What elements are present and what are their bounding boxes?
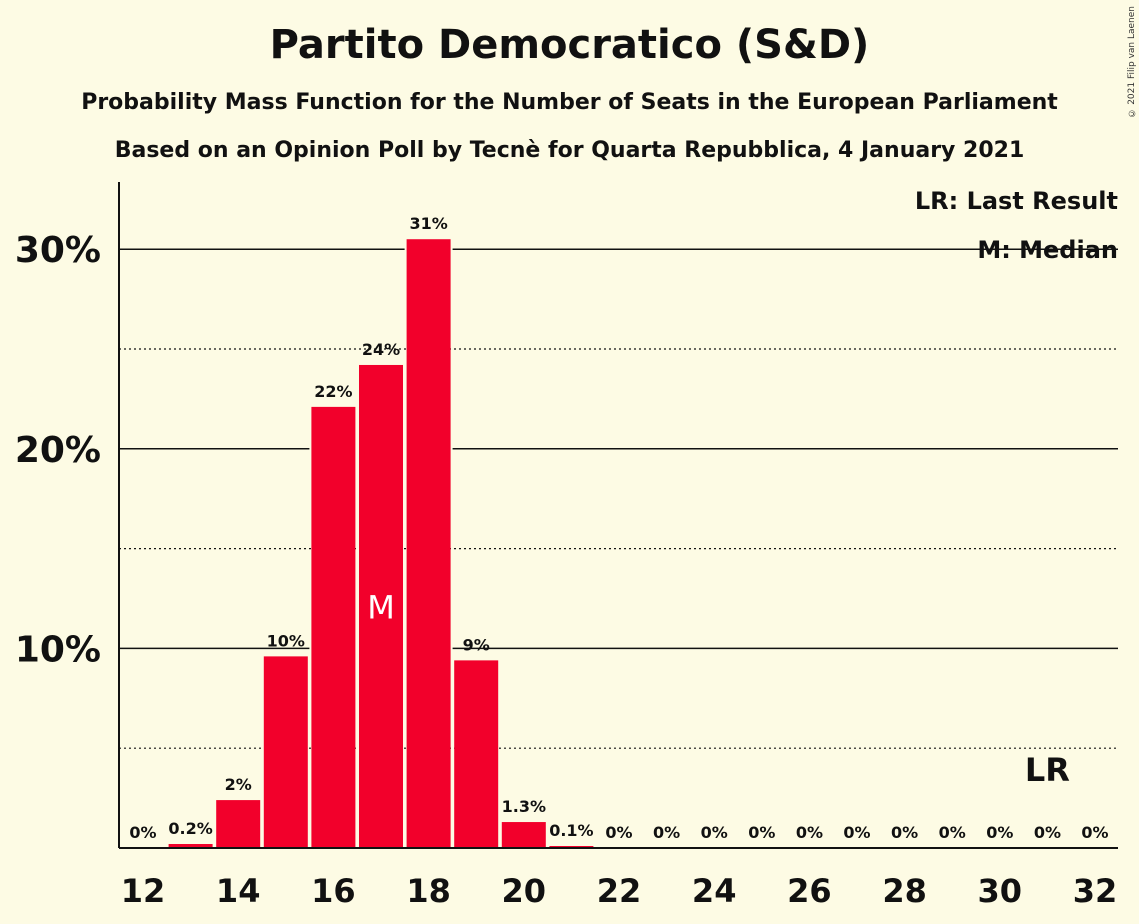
data-label: 1.3% bbox=[502, 797, 546, 816]
data-label: 22% bbox=[314, 382, 352, 401]
bar-seats-19 bbox=[454, 660, 499, 848]
data-label: 0% bbox=[986, 823, 1013, 842]
bar-seats-20 bbox=[501, 822, 546, 848]
data-label: 0% bbox=[129, 823, 156, 842]
x-tick-label: 26 bbox=[787, 872, 832, 910]
x-tick-label: 16 bbox=[311, 872, 356, 910]
data-label: 0% bbox=[891, 823, 918, 842]
x-tick-label: 24 bbox=[692, 872, 737, 910]
data-label: 10% bbox=[267, 631, 305, 650]
data-label: 24% bbox=[362, 340, 400, 359]
bar-seats-18 bbox=[406, 239, 451, 849]
data-label: 9% bbox=[463, 635, 490, 654]
chart-title: Partito Democratico (S&D) bbox=[269, 22, 870, 68]
x-tick-label: 20 bbox=[502, 872, 547, 910]
median-marker: M bbox=[367, 588, 395, 626]
chart-source-subtitle: Based on an Opinion Poll by Tecnè for Qu… bbox=[114, 138, 1025, 163]
bar-seats-17 bbox=[359, 364, 403, 848]
x-tick-label: 12 bbox=[121, 872, 166, 910]
x-tick-label: 30 bbox=[978, 872, 1023, 910]
x-tick-label: 18 bbox=[406, 872, 451, 910]
bar-seats-15 bbox=[263, 656, 308, 848]
x-tick-label: 32 bbox=[1073, 872, 1118, 910]
legend-last-result: LR: Last Result bbox=[915, 187, 1118, 215]
data-label: 0% bbox=[701, 823, 728, 842]
y-tick-label: 30% bbox=[15, 230, 101, 271]
data-label: 0% bbox=[843, 823, 870, 842]
data-label: 0% bbox=[796, 823, 823, 842]
data-label: 0.1% bbox=[549, 821, 593, 840]
data-label: 2% bbox=[225, 775, 252, 794]
data-label: 0% bbox=[939, 823, 966, 842]
x-tick-label: 22 bbox=[597, 872, 642, 910]
y-tick-label: 20% bbox=[15, 430, 101, 471]
data-label: 0% bbox=[1034, 823, 1061, 842]
data-label: 0.2% bbox=[168, 819, 212, 838]
chart-subtitle: Probability Mass Function for the Number… bbox=[81, 90, 1058, 115]
last-result-marker: LR bbox=[1025, 751, 1070, 789]
data-label: 0% bbox=[653, 823, 680, 842]
bar-seats-13 bbox=[168, 844, 213, 848]
legend-median: M: Median bbox=[977, 236, 1118, 264]
data-label: 31% bbox=[409, 214, 447, 233]
data-label: 0% bbox=[1081, 823, 1108, 842]
y-tick-label: 10% bbox=[15, 629, 101, 670]
data-label: 0% bbox=[748, 823, 775, 842]
x-tick-label: 14 bbox=[216, 872, 261, 910]
x-tick-label: 28 bbox=[882, 872, 927, 910]
bar-seats-16 bbox=[311, 406, 356, 848]
data-label: 0% bbox=[605, 823, 632, 842]
bar-seats-14 bbox=[216, 800, 261, 848]
